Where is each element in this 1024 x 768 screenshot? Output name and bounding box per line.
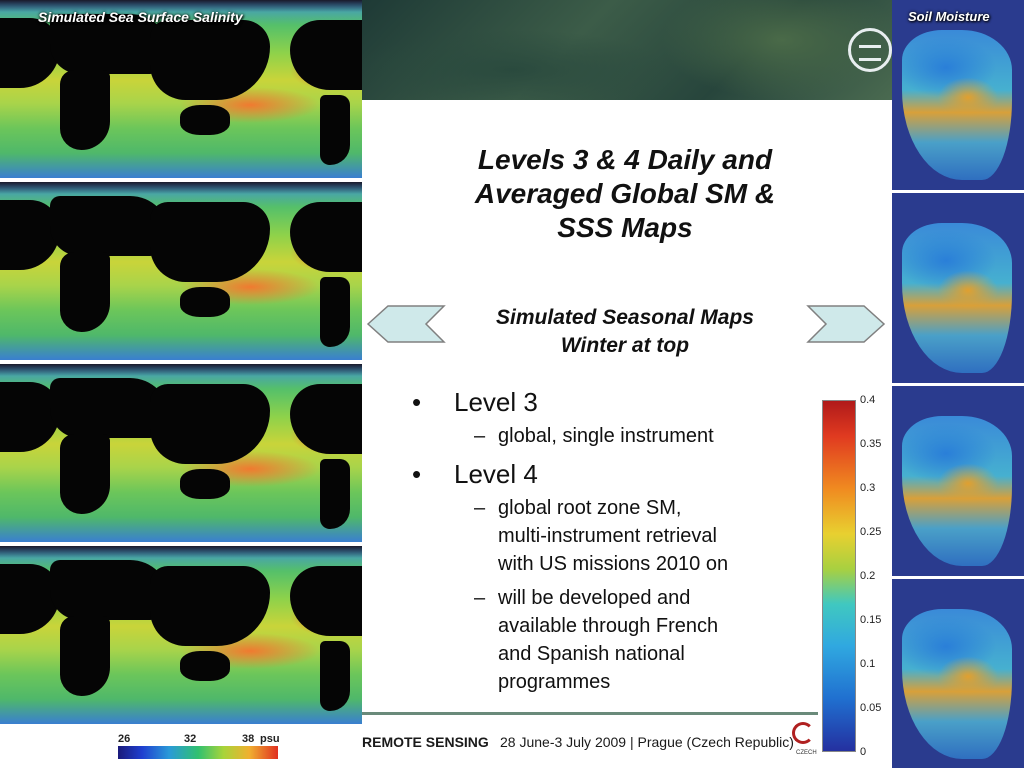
bullet-list: • Level 3 – global, single instrument • … xyxy=(412,382,812,696)
sub-bullet-line: programmes xyxy=(498,671,611,693)
salinity-map-winter xyxy=(0,0,362,178)
salinity-legend: 26 32 38 psu xyxy=(0,728,362,768)
slide-title: Levels 3 & 4 Daily and Averaged Global S… xyxy=(420,143,830,245)
sub-bullet-line: and Spanish national xyxy=(498,643,685,665)
soil-moisture-colorbar xyxy=(822,400,856,752)
soil-moisture-title: Soil Moisture xyxy=(908,9,990,24)
sub-bullet-line: available through French xyxy=(498,615,719,637)
salinity-tick-low: 26 xyxy=(118,733,131,745)
sm-tick: 0.3 xyxy=(860,482,876,494)
arrow-left-icon xyxy=(366,305,446,343)
soil-moisture-map-summer xyxy=(892,386,1024,576)
czech-emblem-icon xyxy=(792,722,814,744)
sm-tick: 0.25 xyxy=(860,526,882,538)
footer-divider xyxy=(362,712,818,715)
sm-tick: 0 xyxy=(860,746,867,758)
bullet-glyph: • xyxy=(412,459,422,489)
salinity-tick-mid: 32 xyxy=(184,733,197,745)
sm-tick: 0.35 xyxy=(860,438,882,450)
salinity-tick-high: 38 xyxy=(242,733,255,745)
footer-conference: REMOTE SENSING xyxy=(362,734,489,750)
salinity-map-autumn xyxy=(0,546,362,724)
slide-subtitle-line-1: Simulated Seasonal Maps xyxy=(496,306,754,329)
soil-moisture-map-winter xyxy=(892,0,1024,190)
sub-bullet: – global root zone SM, multi-instrument … xyxy=(412,494,812,578)
sm-tick: 0.4 xyxy=(860,394,876,406)
bullet-glyph: • xyxy=(412,387,422,417)
bullet-level-4: • Level 4 xyxy=(412,456,812,492)
esa-logo-icon xyxy=(848,28,892,72)
dash-glyph: – xyxy=(474,425,486,447)
bullet-label: Level 4 xyxy=(454,459,538,489)
soil-moisture-panel xyxy=(892,0,1024,768)
soil-moisture-map-autumn xyxy=(892,579,1024,768)
salinity-unit: psu xyxy=(260,733,280,745)
bullet-level-3: • Level 3 xyxy=(412,384,812,420)
arrow-right-icon xyxy=(806,305,886,343)
slide-title-line-3: SSS Maps xyxy=(557,212,693,243)
salinity-panel: 26 32 38 psu xyxy=(0,0,362,768)
sub-bullet-line: global, single instrument xyxy=(498,425,714,447)
footer-emblem-text: CZECH xyxy=(796,750,817,756)
soil-moisture-map-spring xyxy=(892,193,1024,383)
salinity-map-summer xyxy=(0,364,362,542)
header-banner xyxy=(362,0,892,100)
sm-tick: 0.15 xyxy=(860,614,882,626)
sm-tick: 0.2 xyxy=(860,570,876,582)
slide-title-line-2: Averaged Global SM & xyxy=(474,178,776,209)
salinity-colorbar xyxy=(118,746,278,759)
sm-tick: 0.05 xyxy=(860,702,882,714)
salinity-map-spring xyxy=(0,182,362,360)
sub-bullet: – will be developed and available throug… xyxy=(412,584,812,696)
footer-date-place: 28 June-3 July 2009 | Prague (Czech Repu… xyxy=(500,734,794,750)
sub-bullet-line: multi-instrument retrieval xyxy=(498,525,717,547)
dash-glyph: – xyxy=(474,587,486,609)
sub-bullet-line: will be developed and xyxy=(498,587,691,609)
salinity-title: Simulated Sea Surface Salinity xyxy=(38,9,243,25)
footer xyxy=(362,712,818,768)
dash-glyph: – xyxy=(474,497,486,519)
slide-title-line-1: Levels 3 & 4 Daily and xyxy=(477,144,773,175)
slide-subtitle-line-2: Winter at top xyxy=(560,334,690,357)
bullet-label: Level 3 xyxy=(454,387,538,417)
sub-bullet-line: with US missions 2010 on xyxy=(498,553,729,575)
sub-bullet: – global, single instrument xyxy=(412,422,812,450)
slide-subtitle: Simulated Seasonal Maps Winter at top xyxy=(450,304,800,360)
sub-bullet-line: global root zone SM, xyxy=(498,497,682,519)
sm-tick: 0.1 xyxy=(860,658,876,670)
